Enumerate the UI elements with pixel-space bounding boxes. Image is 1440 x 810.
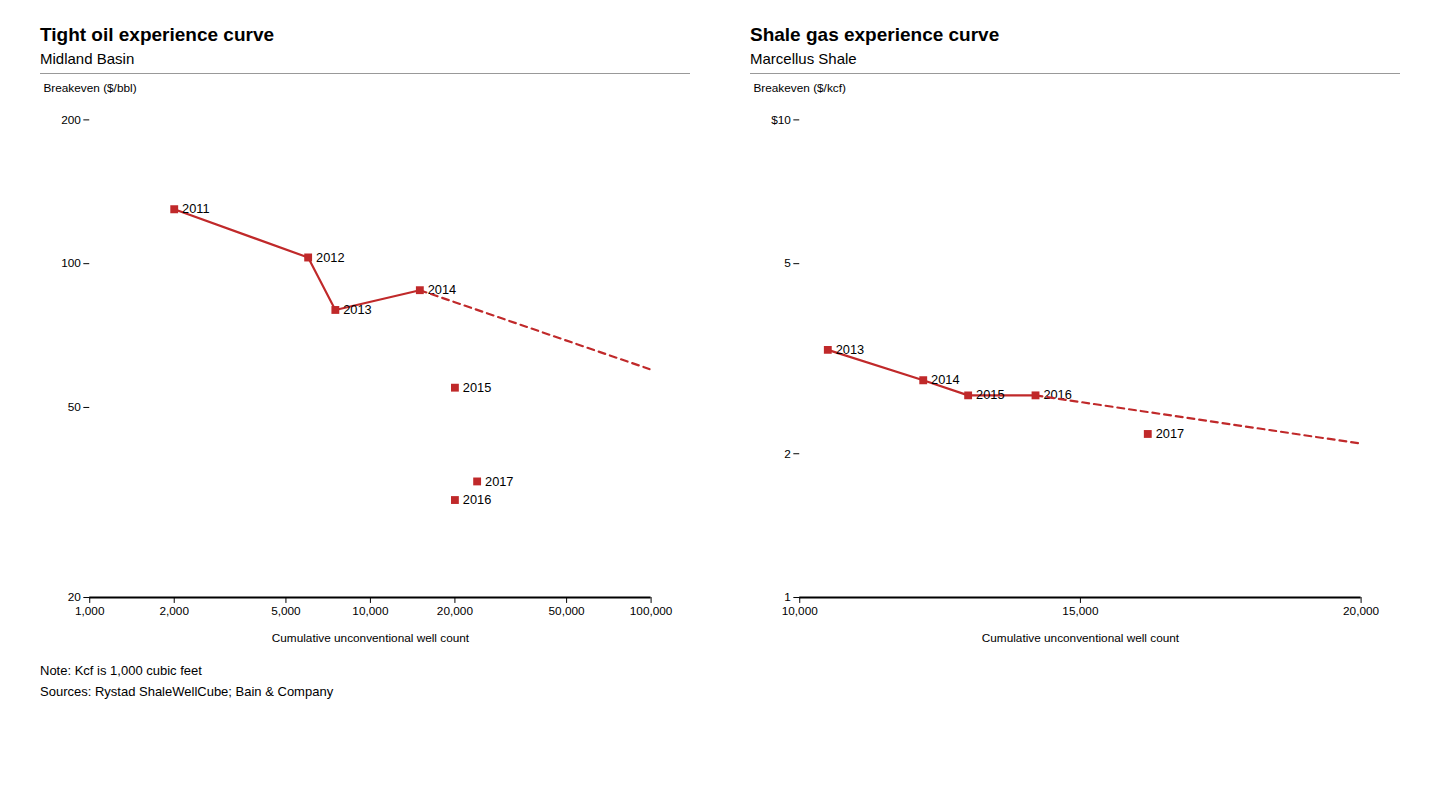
svg-text:100,000: 100,000 xyxy=(630,604,673,618)
svg-text:2016: 2016 xyxy=(463,492,491,507)
svg-text:100: 100 xyxy=(61,256,81,270)
svg-text:200: 200 xyxy=(61,113,81,127)
svg-text:50: 50 xyxy=(68,400,82,414)
svg-text:Breakeven ($/bbl): Breakeven ($/bbl) xyxy=(43,81,136,95)
svg-text:2017: 2017 xyxy=(1156,426,1184,441)
svg-text:2011: 2011 xyxy=(182,201,210,216)
svg-text:2013: 2013 xyxy=(343,302,371,317)
html-text:Note: Kcf is 1,000 cubic feet: Note: Kcf is 1,000 cubic feet xyxy=(40,663,202,679)
svg-text:2012: 2012 xyxy=(316,250,344,265)
svg-text:5,000: 5,000 xyxy=(271,604,301,618)
svg-text:2015: 2015 xyxy=(463,380,491,395)
svg-text:2: 2 xyxy=(784,447,791,461)
svg-text:Cumulative unconventional well: Cumulative unconventional well count xyxy=(982,631,1180,645)
svg-text:5: 5 xyxy=(784,256,791,270)
html-text:Marcellus Shale: Marcellus Shale xyxy=(750,50,857,67)
svg-text:10,000: 10,000 xyxy=(782,604,819,618)
svg-text:20,000: 20,000 xyxy=(437,604,474,618)
svg-text:15,000: 15,000 xyxy=(1062,604,1099,618)
html-text:Tight oil experience curve: Tight oil experience curve xyxy=(40,24,275,45)
svg-text:10,000: 10,000 xyxy=(352,604,389,618)
svg-text:$10: $10 xyxy=(771,113,791,127)
svg-text:Cumulative unconventional well: Cumulative unconventional well count xyxy=(272,631,470,645)
svg-text:2,000: 2,000 xyxy=(159,604,189,618)
svg-text:2015: 2015 xyxy=(976,387,1004,402)
svg-text:1: 1 xyxy=(784,590,791,604)
svg-text:2017: 2017 xyxy=(485,474,513,489)
svg-text:2016: 2016 xyxy=(1043,387,1071,402)
svg-text:1,000: 1,000 xyxy=(75,604,105,618)
svg-text:2014: 2014 xyxy=(931,372,959,387)
svg-text:2013: 2013 xyxy=(836,342,864,357)
html-text:Sources: Rystad ShaleWellCube;: Sources: Rystad ShaleWellCube; Bain & Co… xyxy=(40,684,334,699)
svg-text:20,000: 20,000 xyxy=(1343,604,1380,618)
svg-text:2014: 2014 xyxy=(427,282,457,298)
html-text:Midland Basin: Midland Basin xyxy=(40,50,135,67)
svg-text:Breakeven ($/kcf): Breakeven ($/kcf) xyxy=(753,81,846,95)
html-text:Shale gas experience curve: Shale gas experience curve xyxy=(750,24,1000,45)
svg-text:20: 20 xyxy=(68,590,82,604)
svg-text:50,000: 50,000 xyxy=(549,604,586,618)
